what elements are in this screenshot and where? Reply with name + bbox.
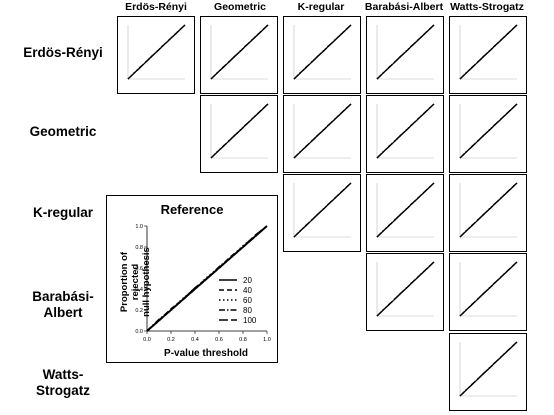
row-label-geometric: Geometric — [29, 124, 97, 139]
legend-label-20: 20 — [243, 276, 252, 285]
column-label-watts-strogatz: Watts-Strogatz — [450, 1, 524, 13]
panel-series-line-100 — [376, 261, 435, 317]
panel-series-line-100 — [210, 103, 269, 159]
panel-erdos-renyi-vs-k-regular — [283, 16, 361, 94]
panel-geometric-vs-watts-strogatz — [449, 95, 527, 173]
panel-erdos-renyi-vs-barabasi-albert — [366, 16, 444, 94]
panel-geometric-vs-k-regular — [283, 95, 361, 173]
y-tick-label: 1.0 — [135, 224, 143, 230]
y-tick-label: 0.2 — [135, 308, 143, 314]
legend-label-60: 60 — [243, 296, 252, 305]
row-label-erdos-renyi: Erdös-Rényi — [23, 45, 103, 60]
panel-series-line-100 — [459, 103, 518, 159]
panel-erdos-renyi-vs-geometric — [200, 16, 278, 94]
panel-erdos-renyi-vs-watts-strogatz — [449, 16, 527, 94]
panel-geometric-vs-geometric — [200, 95, 278, 173]
x-tick-label: 0.4 — [191, 337, 199, 343]
panel-k-regular-vs-k-regular — [283, 174, 361, 252]
panel-barabasi-albert-vs-watts-strogatz — [449, 253, 527, 331]
panel-k-regular-vs-watts-strogatz — [449, 174, 527, 252]
panel-series-line-100 — [459, 182, 518, 238]
y-tick-label: 0.8 — [135, 245, 143, 251]
legend-label-80: 80 — [243, 306, 252, 315]
row-label-barabasi-albert: Barabási- Albert — [32, 289, 94, 320]
panel-series-line-100 — [376, 103, 435, 159]
panel-series-line-100 — [376, 24, 435, 80]
panel-series-line-100 — [293, 182, 352, 238]
y-tick-label: 0.6 — [135, 266, 143, 272]
reference-chart: 0.0 0.2 0.4 0.6 0.8 1.0 0.0 0.2 0.4 0.6 0.8 1.0 2040… — [135, 224, 271, 343]
column-label-erdos-renyi: Erdös-Rényi — [125, 1, 187, 13]
x-tick-label: 0.6 — [215, 337, 223, 343]
reference-x-axis-label: P-value threshold — [164, 348, 248, 359]
panel-series-line-100 — [293, 24, 352, 80]
panel-series-line-100 — [293, 103, 352, 159]
panel-series-line-100 — [210, 24, 269, 80]
panel-watts-strogatz-vs-watts-strogatz — [449, 333, 527, 411]
panel-series-line-100 — [376, 182, 435, 238]
y-tick-label: 0.0 — [135, 329, 143, 335]
legend-label-100: 100 — [243, 316, 257, 325]
column-label-geometric: Geometric — [214, 1, 266, 13]
row-label-watts-strogatz: Watts- Strogatz — [36, 367, 90, 398]
panel-geometric-vs-barabasi-albert — [366, 95, 444, 173]
series-line-100 — [146, 225, 268, 332]
x-tick-label: 0.8 — [239, 337, 247, 343]
x-tick-label: 0.0 — [143, 337, 151, 343]
panel-k-regular-vs-barabasi-albert — [366, 174, 444, 252]
reference-title: Reference — [160, 202, 224, 217]
panel-series-line-100 — [127, 24, 186, 80]
row-label-k-regular: K-regular — [32, 205, 93, 220]
panel-barabasi-albert-vs-barabasi-albert — [366, 253, 444, 331]
legend-label-40: 40 — [243, 286, 252, 295]
x-tick-label: 1.0 — [263, 337, 271, 343]
panel-erdos-renyi-vs-erdos-renyi — [117, 16, 195, 94]
column-label-k-regular: K-regular — [297, 1, 345, 13]
panel-series-line-100 — [459, 24, 518, 80]
x-tick-label: 0.2 — [167, 337, 175, 343]
y-tick-label: 0.4 — [135, 287, 143, 293]
panel-series-line-100 — [459, 261, 518, 317]
reference-panel: Reference Proportion of rejected null hy… — [106, 195, 278, 363]
panel-series-line-100 — [459, 341, 518, 397]
column-label-barabasi-albert: Barabási-Albert — [364, 1, 444, 13]
